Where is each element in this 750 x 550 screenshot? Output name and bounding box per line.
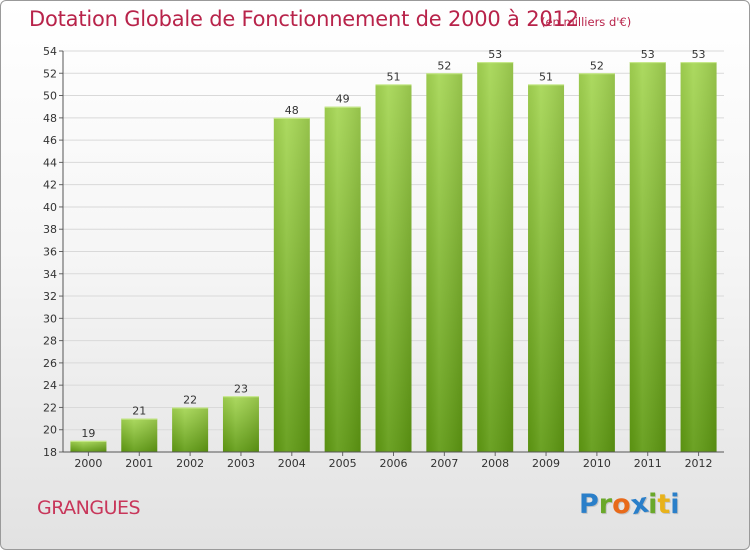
y-tick-label: 24 <box>43 379 57 392</box>
y-tick-label: 18 <box>43 446 57 459</box>
bar-shade-2009 <box>528 84 565 453</box>
y-tick-label: 38 <box>43 223 57 236</box>
y-axis: 18 20 22 24 26 28 30 32 34 36 38 40 42 44 46 48 50 52 54 <box>43 45 64 459</box>
bar-shade-2011 <box>629 62 666 453</box>
value-label-2001: 21 <box>132 405 146 418</box>
x-tick-label-2009: 2009 <box>532 457 560 470</box>
bar-shade-2007 <box>426 73 463 453</box>
logo-letter: i <box>670 489 680 520</box>
bar-shade-2001 <box>121 418 158 452</box>
y-tick-label: 34 <box>43 268 57 281</box>
y-tick-label: 36 <box>43 246 57 259</box>
logo-letter: P <box>579 489 599 520</box>
value-label-2003: 23 <box>234 382 248 395</box>
x-tick-label-2002: 2002 <box>176 457 204 470</box>
value-label-2004: 48 <box>285 104 299 117</box>
bar-shade-2006 <box>375 84 412 453</box>
value-label-2008: 53 <box>488 48 502 61</box>
bar-shade-2012 <box>680 62 717 453</box>
y-tick-label: 40 <box>43 201 57 214</box>
y-tick-label: 48 <box>43 112 57 125</box>
bar-shade-2003 <box>222 396 259 452</box>
x-tick-label-2008: 2008 <box>481 457 509 470</box>
value-label-2012: 53 <box>692 48 706 61</box>
x-tick-label-2011: 2011 <box>634 457 662 470</box>
value-label-2000: 19 <box>81 427 95 440</box>
y-tick-label: 52 <box>43 67 57 80</box>
x-tick-label-2006: 2006 <box>380 457 408 470</box>
y-tick-label: 44 <box>43 156 57 169</box>
y-tick-label: 28 <box>43 335 57 348</box>
y-tick-label: 54 <box>43 45 57 58</box>
y-tick-label: 32 <box>43 290 57 303</box>
logo-letter: r <box>598 489 613 520</box>
value-label-2010: 52 <box>590 59 604 72</box>
x-tick-label-2000: 2000 <box>74 457 102 470</box>
x-tick-label-2003: 2003 <box>227 457 255 470</box>
value-label-2009: 51 <box>539 70 553 83</box>
y-tick-label: 26 <box>43 357 57 370</box>
bar-shade-2004 <box>273 117 310 452</box>
y-tick-label: 50 <box>43 90 57 103</box>
y-tick-label: 20 <box>43 424 57 437</box>
x-axis: 2000 2001 2002 2003 2004 2005 2006 2007 2008 2009… <box>63 451 724 470</box>
y-tick-label: 42 <box>43 179 57 192</box>
x-tick-label-2007: 2007 <box>430 457 458 470</box>
commune-name: GRANGUES <box>37 497 141 519</box>
value-label-2011: 53 <box>641 48 655 61</box>
bar-shade-2002 <box>172 407 209 452</box>
bar-shade-2000 <box>70 440 107 452</box>
bar-shade-2005 <box>324 106 361 452</box>
x-tick-label-2004: 2004 <box>278 457 306 470</box>
value-label-2007: 52 <box>437 59 451 72</box>
value-label-2005: 49 <box>336 93 350 106</box>
bar-shade-2008 <box>477 62 514 453</box>
chart-unit: (en milliers d'€) <box>541 15 632 29</box>
chart-title: Dotation Globale de Fonctionnement de 20… <box>29 7 579 31</box>
x-tick-label-2010: 2010 <box>583 457 611 470</box>
logo-letter: i <box>648 489 658 520</box>
value-label-2002: 22 <box>183 393 197 406</box>
bar-shade-2010 <box>578 73 615 453</box>
value-label-2006: 51 <box>387 70 401 83</box>
x-tick-label-2005: 2005 <box>329 457 357 470</box>
x-tick-label-2012: 2012 <box>685 457 713 470</box>
proxiti-logo: Proxiti <box>579 488 680 522</box>
logo-letter: t <box>657 489 671 520</box>
x-tick-label-2001: 2001 <box>125 457 153 470</box>
logo-letter: o <box>612 489 631 520</box>
y-tick-label: 22 <box>43 401 57 414</box>
y-tick-label: 30 <box>43 312 57 325</box>
bars: 19 21 22 23 48 49 51 52 53 51 52 53 53 <box>70 48 717 453</box>
y-tick-label: 46 <box>43 134 57 147</box>
